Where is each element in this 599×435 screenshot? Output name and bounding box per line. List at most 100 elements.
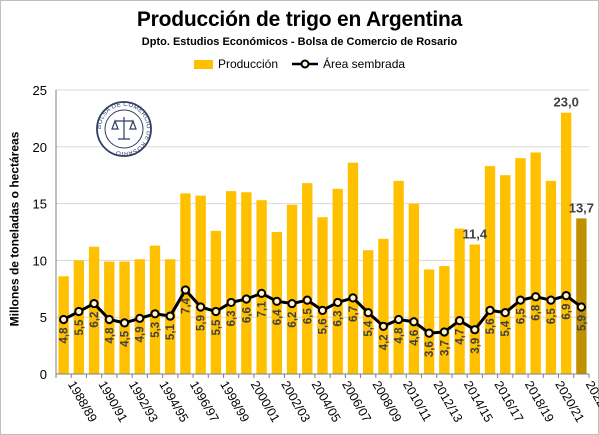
bar-produccion [180,193,191,374]
data-label-area: 6,8 [531,304,543,321]
point-area-sembrada [196,302,206,312]
bar-produccion [88,246,100,374]
data-label-area: 5,4 [500,320,512,337]
point-area-sembrada [119,318,130,328]
x-tick-label: 2004/05 [309,379,344,425]
point-area-sembrada [59,314,69,325]
y-tick-label: 20 [33,140,47,155]
data-label-area: 6,7 [348,306,360,322]
point-area-sembrada [272,296,282,306]
data-label-area: 6,2 [89,312,101,328]
bar-produccion [378,238,389,374]
line-series-area [59,285,586,338]
legend-item-area: Área sembrada [292,57,405,71]
x-tick-label: 2020/21 [552,379,587,425]
data-label-produccion: 23,0 [554,95,579,110]
point-area-sembrada [348,293,358,303]
y-tick-label: 25 [33,83,47,98]
data-label-area: 4,6 [409,330,421,346]
data-label-area: 3,6 [424,341,436,357]
x-tick-label: 2010/11 [400,379,434,424]
data-label-area: 5,9 [576,315,588,331]
x-tick-label: 1994/95 [156,379,191,425]
x-tick-label: 1990/91 [95,379,130,425]
point-area-sembrada [515,295,526,305]
x-tick-label: 2008/09 [370,379,405,425]
bar-produccion [58,276,69,374]
point-area-sembrada [424,328,434,338]
data-label-area: 6,9 [561,304,573,320]
y-tick-label: 0 [40,367,47,382]
bar-produccion [73,260,85,374]
point-area-sembrada [500,308,510,318]
data-label-area: 6,5 [546,308,558,325]
bar-produccion [347,162,359,374]
point-area-sembrada [363,308,373,318]
data-label-area: 7,1 [257,301,269,318]
bolsa-seal-logo: BOLSA DE COMERCIO DE ROSARIO [96,101,152,157]
data-label-area: 5,6 [318,318,330,334]
data-label-area: 5,1 [165,323,177,340]
data-label-area: 6,4 [272,309,284,326]
x-tick-label: 1998/99 [217,379,252,425]
data-label-area: 4,2 [378,334,390,350]
bar-produccion [393,180,404,374]
x-tick-label: 2018/19 [522,379,557,425]
legend-label-area: Área sembrada [323,57,406,71]
data-label-area: 7,4 [180,297,192,314]
data-labels: 4,8 5,5 6,24,8 4,5 4,9 5,3 5,17,45,9 5,56,3 6,6 7… [59,95,594,357]
point-area-sembrada [287,298,297,309]
point-area-sembrada [74,306,84,317]
point-area-sembrada [256,288,267,298]
data-label-area: 6,6 [241,307,253,323]
data-label-produccion: 11,4 [462,226,487,241]
bar-produccion [576,218,587,374]
point-area-sembrada [226,297,236,308]
legend-swatch-area [292,59,318,69]
y-tick-label: 10 [33,253,47,268]
chart-legend: Producción Área sembrada [0,57,599,71]
data-label-area: 6,5 [515,308,527,325]
point-area-sembrada [470,325,480,335]
x-tick-label: 1988/89 [65,379,100,425]
point-area-sembrada [241,294,251,304]
bar-produccion [408,203,420,374]
bar-produccion [225,191,237,374]
bar-produccion [423,269,435,374]
x-tick-label: 1992/93 [126,379,161,425]
data-label-area: 6,2 [287,312,299,328]
data-label-area: 5,3 [150,322,162,338]
bar-produccion [515,158,526,374]
bar-produccion [560,112,572,374]
bar-produccion [241,192,252,374]
legend-item-produccion: Producción [193,57,278,71]
bar-produccion [469,244,480,374]
data-label-area: 4,9 [135,326,147,342]
bar-produccion [530,152,541,374]
point-area-sembrada [454,316,465,326]
bar-produccion [286,204,298,374]
data-label-area: 5,5 [74,319,86,336]
data-label-area: 3,9 [470,338,482,354]
data-label-area: 5,4 [363,320,375,337]
bar-produccion [302,183,313,374]
bar-series-produccion [58,112,587,374]
point-area-sembrada [546,295,556,305]
point-area-sembrada [180,285,191,295]
bar-produccion [439,266,450,374]
data-label-area: 5,9 [196,315,208,331]
bar-produccion [210,230,222,374]
point-area-sembrada [576,302,586,312]
point-area-sembrada [302,295,312,305]
bar-produccion [484,166,496,374]
data-label-area: 4,8 [104,327,116,344]
data-label-area: 3,7 [439,340,451,356]
bar-produccion [119,261,130,374]
data-label-area: 6,3 [226,310,238,326]
point-area-sembrada [135,313,145,323]
legend-swatch-produccion [193,59,213,69]
data-label-area: 4,8 [394,327,406,344]
x-tick-label: 2002/03 [278,379,313,425]
data-label-area: 6,3 [333,310,345,326]
